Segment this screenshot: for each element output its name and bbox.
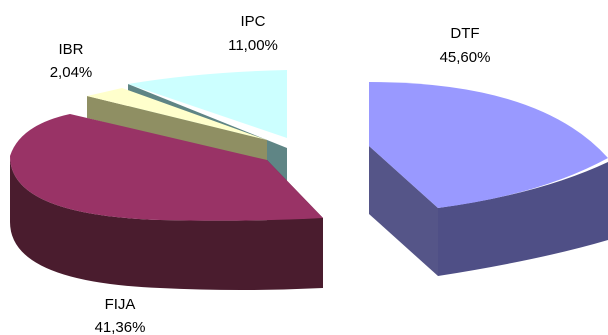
label-ibr-name: IBR	[58, 41, 83, 58]
slice-dtf-top	[369, 82, 608, 208]
label-dtf-name: DTF	[450, 25, 479, 42]
slice-fija-side-front	[10, 156, 323, 290]
label-fija-value: 41,36%	[95, 319, 146, 335]
slice-fija	[10, 114, 323, 290]
label-fija-name: FIJA	[105, 296, 136, 313]
label-ibr-value: 2,04%	[50, 64, 93, 81]
slice-dtf-side-left	[369, 146, 438, 276]
slice-ibr-side	[87, 96, 267, 162]
slice-ibr	[87, 88, 267, 162]
slice-fija-top	[10, 114, 323, 221]
slice-dtf	[369, 82, 608, 276]
label-ipc-name: IPC	[240, 13, 265, 30]
slice-dtf-side-front	[438, 162, 608, 276]
label-ipc-value: 11,00%	[228, 37, 278, 54]
slice-ibr-top	[87, 88, 267, 140]
label-dtf-value: 45,60%	[440, 49, 491, 66]
slice-ipc-top	[128, 70, 287, 138]
